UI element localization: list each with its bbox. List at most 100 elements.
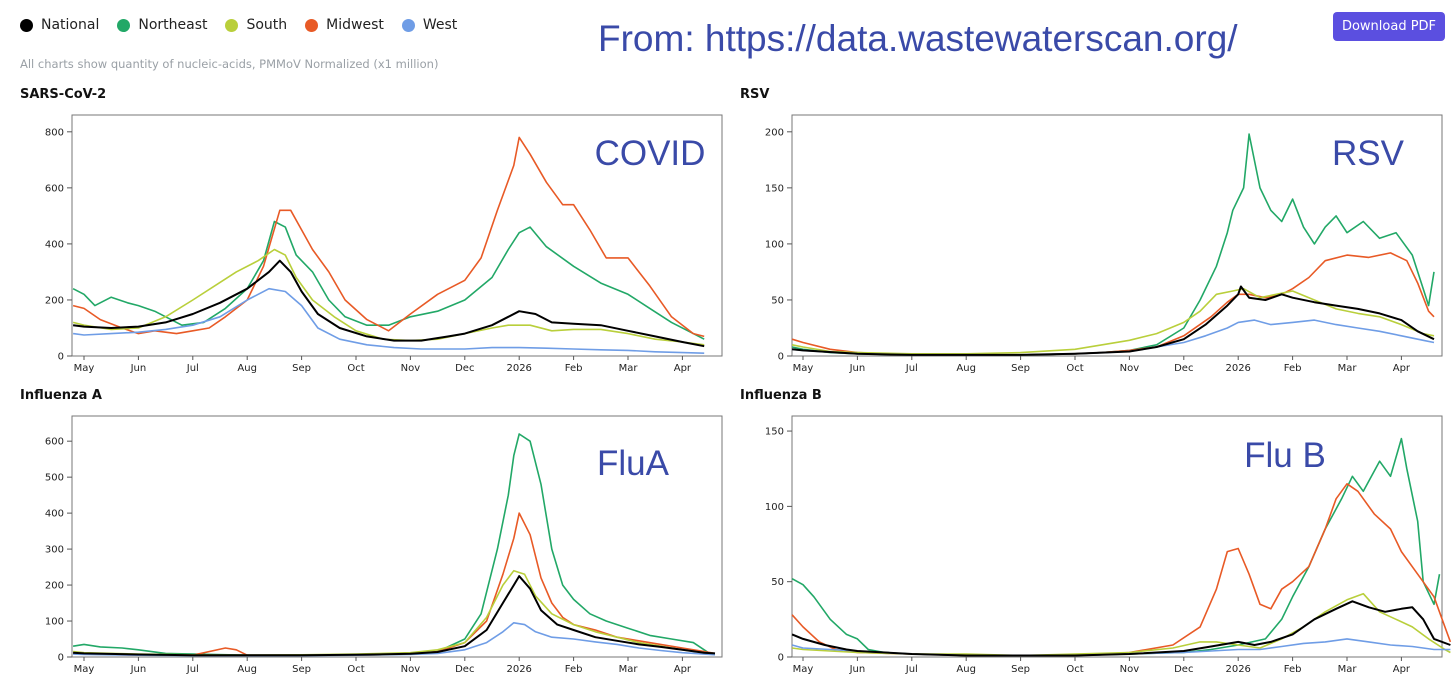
x-tick-label: Nov <box>401 664 421 675</box>
legend-dot-icon <box>401 18 415 32</box>
legend-item-south[interactable]: South <box>225 17 287 33</box>
x-tick-label: Mar <box>1338 664 1358 675</box>
y-tick-label: 50 <box>771 295 784 306</box>
y-tick-label: 0 <box>58 352 64 363</box>
series-line-west <box>72 287 705 354</box>
x-tick-label: Mar <box>619 363 639 374</box>
series-line-south <box>791 287 1435 355</box>
legend-label: South <box>246 17 288 33</box>
y-tick-label: 300 <box>45 545 64 556</box>
x-tick-label: May <box>793 363 814 374</box>
x-tick-label: Sep <box>292 363 311 374</box>
legend-label: West <box>422 17 458 33</box>
x-tick-label: Jul <box>186 664 199 675</box>
x-tick-label: 2026 <box>1225 363 1250 374</box>
chart-annotation-label: RSV <box>1332 134 1405 173</box>
x-tick-label: Jul <box>905 363 918 374</box>
x-tick-label: May <box>74 363 95 374</box>
x-tick-label: 2026 <box>506 363 531 374</box>
series-line-south <box>791 592 1451 657</box>
plot-frame <box>71 415 723 658</box>
x-tick-label: Apr <box>1393 363 1411 374</box>
x-tick-label: Feb <box>1284 664 1302 675</box>
chart-annotation-label: FluA <box>597 444 670 483</box>
x-tick-label: Oct <box>347 363 364 374</box>
plot-frame <box>791 415 1443 658</box>
series-line-national <box>791 285 1435 356</box>
y-tick-label: 500 <box>45 473 64 484</box>
chart-title-sars-cov-2: SARS-CoV-2 <box>20 87 107 102</box>
x-tick-label: Jul <box>905 664 918 675</box>
x-tick-label: Apr <box>674 664 692 675</box>
y-tick-label: 600 <box>45 183 64 194</box>
x-tick-label: Dec <box>455 664 474 675</box>
series-line-midwest <box>73 512 716 656</box>
series-line-national <box>73 575 716 657</box>
x-tick-label: Jun <box>849 363 866 374</box>
x-tick-label: May <box>793 664 814 675</box>
x-tick-label: Nov <box>401 363 421 374</box>
chart-panel-1: 0 50 100 150 200 May Jun Jul Aug Sep Oct Nov Dec 2026… <box>765 114 1443 374</box>
legend-dot-icon <box>305 18 319 32</box>
series-line-northeast <box>72 220 705 340</box>
x-tick-label: Sep <box>292 664 311 675</box>
chart-title-rsv: RSV <box>740 87 770 102</box>
series-line-midwest <box>72 136 705 338</box>
series-line-south <box>72 248 705 346</box>
x-tick-label: Feb <box>1284 363 1302 374</box>
series-line-west <box>792 319 1435 356</box>
legend-dot-icon <box>225 18 239 32</box>
y-tick-label: 600 <box>45 437 64 448</box>
y-tick-label: 200 <box>45 295 64 306</box>
legend-dot-icon <box>20 18 33 32</box>
series-line-national <box>72 259 705 348</box>
y-tick-label: 800 <box>45 127 64 138</box>
legend-item-northeast[interactable]: Northeast <box>117 17 207 33</box>
series-line-west <box>73 622 716 657</box>
chart-note: All charts show quantity of nucleic-acid… <box>20 57 439 71</box>
chart-annotation-label: Flu B <box>1244 436 1326 475</box>
legend-label: Midwest <box>326 17 384 33</box>
plot-frame <box>71 114 723 357</box>
x-tick-label: Dec <box>1174 363 1193 374</box>
plot-frame <box>791 114 1443 357</box>
x-tick-label: Jun <box>130 664 147 675</box>
y-tick-label: 0 <box>778 653 784 664</box>
y-tick-label: 100 <box>765 502 784 513</box>
series-line-south <box>73 569 716 656</box>
x-tick-label: Aug <box>956 664 976 675</box>
y-tick-label: 400 <box>45 509 64 520</box>
y-tick-label: 200 <box>45 581 64 592</box>
series-line-national <box>791 600 1451 657</box>
x-tick-label: Oct <box>1066 664 1083 675</box>
x-tick-label: Feb <box>565 363 583 374</box>
download-pdf-button[interactable]: Download PDF <box>1333 12 1445 41</box>
series-line-midwest <box>791 483 1452 657</box>
x-tick-label: Jul <box>186 363 199 374</box>
x-tick-label: Dec <box>455 363 474 374</box>
chart-title-influenza-a: Influenza A <box>20 388 102 403</box>
x-tick-label: Aug <box>237 664 257 675</box>
legend-item-west[interactable]: West <box>401 17 458 33</box>
y-tick-label: 100 <box>45 617 64 628</box>
chart-panel-3: 0 50 100 150 May Jun Jul Aug Sep Oct Nov Dec 2026 Feb… <box>765 415 1452 675</box>
y-tick-label: 150 <box>765 183 784 194</box>
legend-item-national[interactable]: National <box>20 17 99 33</box>
x-tick-label: Nov <box>1120 664 1140 675</box>
x-tick-label: Mar <box>1338 363 1358 374</box>
legend-label: Northeast <box>138 17 208 33</box>
chart-panel-2: 0 100 200 300 400 500 600 May Jun Jul Aug Sep Oct Nov… <box>45 415 723 675</box>
x-tick-label: 2026 <box>1225 664 1250 675</box>
x-tick-label: Feb <box>565 664 583 675</box>
legend: National Northeast South Midwest West <box>20 17 475 33</box>
chart-annotation-label: COVID <box>595 134 706 173</box>
y-tick-label: 150 <box>765 427 784 438</box>
legend-item-midwest[interactable]: Midwest <box>305 17 384 33</box>
x-tick-label: Sep <box>1011 664 1030 675</box>
y-tick-label: 100 <box>765 239 784 250</box>
x-tick-label: Apr <box>1393 664 1411 675</box>
y-tick-label: 200 <box>765 127 784 138</box>
chart-panel-0: 0 200 400 600 800 May Jun Jul Aug Sep Oct Nov Dec 202… <box>45 114 723 374</box>
x-tick-label: Aug <box>237 363 257 374</box>
